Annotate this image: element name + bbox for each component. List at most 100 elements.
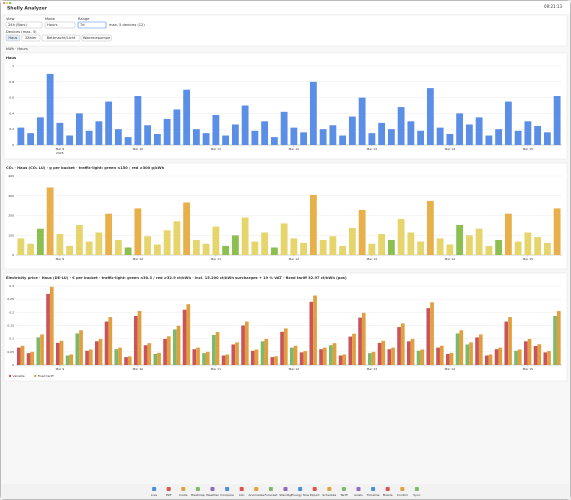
nav-icon[interactable] xyxy=(385,487,390,491)
bar xyxy=(299,352,304,365)
unit-note: kWh · Hours xyxy=(6,47,28,51)
legend-label: Fixed tariff xyxy=(38,374,55,378)
y-tick-label: 0 xyxy=(12,363,14,367)
nav-icon[interactable] xyxy=(371,487,376,491)
bar xyxy=(75,333,80,365)
bar xyxy=(244,321,249,365)
bar xyxy=(215,332,220,365)
bar xyxy=(280,223,288,255)
bar xyxy=(124,357,128,365)
nav-icon[interactable] xyxy=(268,487,273,491)
bar xyxy=(173,221,181,255)
nav-icon[interactable] xyxy=(195,487,200,491)
bar xyxy=(300,242,308,255)
app-title: Shelly Analyzer xyxy=(7,6,48,12)
nav-label: Heatmap xyxy=(191,493,205,497)
nav-icon[interactable] xyxy=(327,487,332,491)
x-tick-label: Mar 14 xyxy=(445,257,456,261)
bar xyxy=(524,121,532,145)
close-button[interactable] xyxy=(3,2,5,4)
nav-label: Costs xyxy=(179,493,188,497)
bar xyxy=(205,351,210,365)
nav-label: Weather xyxy=(206,493,219,497)
bar xyxy=(212,114,220,145)
x-tick-label: Mar 10 xyxy=(133,367,144,371)
nav-icon[interactable] xyxy=(341,487,346,491)
y-tick-label: 100 xyxy=(8,233,14,237)
bar xyxy=(183,89,191,145)
bar xyxy=(319,349,323,365)
bar xyxy=(98,338,103,365)
nav-icon[interactable] xyxy=(225,487,230,491)
nav-icon[interactable] xyxy=(181,487,186,491)
bar xyxy=(69,354,74,365)
bar xyxy=(504,213,512,255)
charts: Haus 0 0.2 0.4 0.6 0.8 1 Mar 9 Mar 10 Mar 11 Mar 1… xyxy=(3,52,568,382)
range-select[interactable] xyxy=(77,21,107,29)
bar xyxy=(108,317,113,365)
bar xyxy=(293,345,298,365)
bar xyxy=(436,127,444,145)
nav-icon[interactable] xyxy=(356,487,361,491)
nav-icon[interactable] xyxy=(283,487,288,491)
bar xyxy=(127,356,132,365)
nav-icon[interactable] xyxy=(210,487,215,491)
bar xyxy=(319,239,327,255)
bar xyxy=(504,101,512,145)
bar xyxy=(261,232,269,255)
bar xyxy=(147,343,152,365)
bar xyxy=(391,347,395,365)
bar xyxy=(55,342,60,365)
device-button[interactable] xyxy=(41,34,81,42)
y-tick-label: 0 xyxy=(12,143,14,147)
x-tick-label: Mar 12 xyxy=(289,147,300,151)
bar xyxy=(504,321,509,365)
bar xyxy=(475,117,483,145)
nav-icon[interactable] xyxy=(414,487,419,491)
x-tick-label: Mar 9 xyxy=(56,257,65,261)
nav-icon[interactable] xyxy=(298,487,303,491)
bar xyxy=(498,347,503,365)
nav-icon[interactable] xyxy=(166,487,171,491)
nav-icon[interactable] xyxy=(312,487,317,491)
nav-label: Schedule xyxy=(322,493,336,497)
bar xyxy=(524,232,532,255)
device-button[interactable] xyxy=(5,34,21,42)
bar xyxy=(95,232,103,255)
y-tick-label: 0.05 xyxy=(7,350,14,354)
bar xyxy=(65,355,70,365)
bar xyxy=(270,247,278,255)
y-tick-label: 200 xyxy=(8,214,14,218)
bar xyxy=(446,244,454,255)
bar xyxy=(66,245,74,255)
minimize-button[interactable] xyxy=(6,2,8,4)
nav-icon[interactable] xyxy=(152,487,157,491)
bar xyxy=(40,334,44,365)
nav-label: Export xyxy=(310,493,321,497)
maximize-button[interactable] xyxy=(9,2,11,4)
nav-icon[interactable] xyxy=(254,487,259,491)
bar xyxy=(202,353,206,365)
nav-icon[interactable] xyxy=(239,487,244,491)
x-tick-label: Mar 14 xyxy=(445,367,456,371)
title-bar xyxy=(1,1,570,14)
bar xyxy=(329,236,337,255)
range-value: 7d xyxy=(80,23,85,27)
nav-icon[interactable] xyxy=(400,487,405,491)
bar xyxy=(231,235,239,255)
bar xyxy=(231,344,236,365)
view-select[interactable] xyxy=(5,21,43,29)
device-button[interactable] xyxy=(21,34,41,42)
bar xyxy=(309,194,317,255)
bar xyxy=(514,130,522,145)
bar xyxy=(105,213,113,255)
bar xyxy=(260,341,265,365)
bar xyxy=(173,109,181,145)
bar xyxy=(261,121,269,145)
bar xyxy=(46,293,50,365)
mode-select[interactable] xyxy=(44,21,76,29)
device-button[interactable] xyxy=(81,34,112,42)
chart-title: Haus xyxy=(6,56,16,60)
bar xyxy=(465,124,473,145)
bar xyxy=(251,241,259,255)
